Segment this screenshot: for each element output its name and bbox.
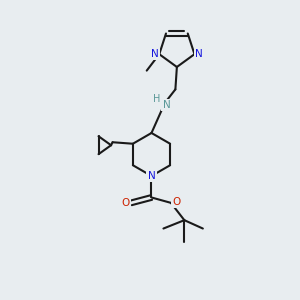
Text: H: H [153,94,160,103]
Text: O: O [172,197,180,207]
Text: N: N [163,100,170,110]
Text: N: N [151,49,159,59]
Text: N: N [195,49,203,59]
Text: N: N [148,171,155,181]
Text: O: O [122,198,130,208]
